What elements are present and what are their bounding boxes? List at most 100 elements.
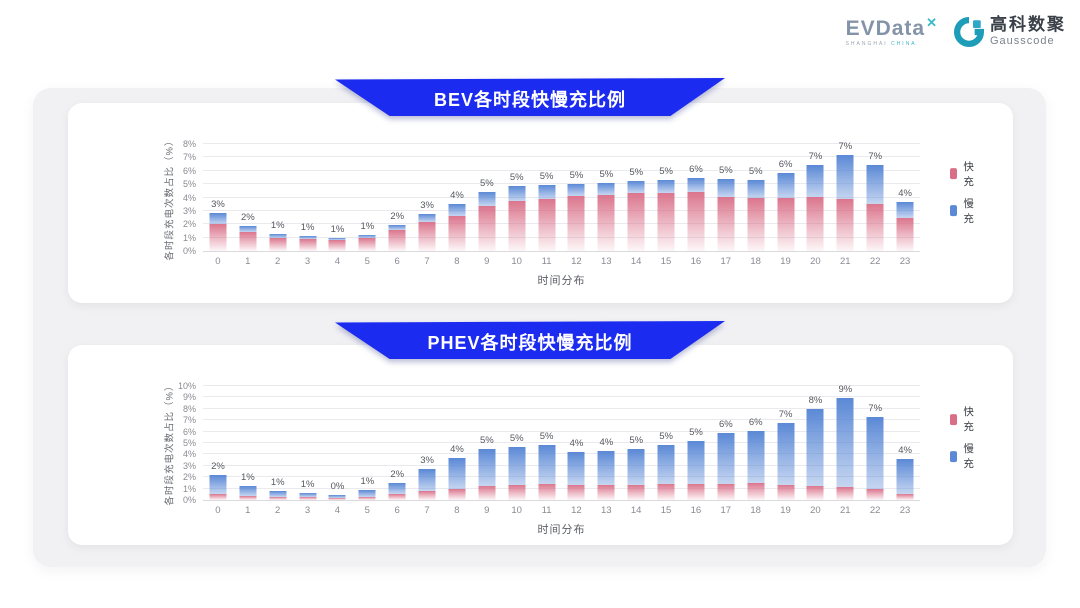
y-tick-label: 4% xyxy=(182,449,196,460)
slow-charge-segment xyxy=(388,482,406,494)
phev-title-banner: PHEV各时段快慢充比例 xyxy=(335,321,725,359)
stacked-bar xyxy=(538,185,556,251)
y-tick-label: 0% xyxy=(182,495,196,505)
bar-total-label: 5% xyxy=(539,171,554,183)
stacked-bar xyxy=(836,154,854,251)
fast-charge-segment xyxy=(418,221,436,251)
fast-charge-segment xyxy=(567,196,585,251)
slow-charge-segment xyxy=(418,468,436,492)
fast-charge-segment xyxy=(239,231,257,251)
bar-total-label: 5% xyxy=(689,427,703,439)
phev-chart-title: PHEV各时段快慢充比例 xyxy=(427,333,633,353)
x-tick-label: 18 xyxy=(750,505,761,516)
stacked-bar xyxy=(567,452,585,500)
y-tick-label: 8% xyxy=(182,139,196,149)
stacked-bar xyxy=(597,451,615,500)
slow-charge-segment xyxy=(448,458,466,490)
x-tick-label: 22 xyxy=(869,505,881,516)
bar-slot: 4% 12 xyxy=(562,386,592,516)
bar-total-label: 3% xyxy=(420,454,434,466)
bar-total-label: 1% xyxy=(300,222,315,234)
slow-charge-segment xyxy=(448,203,466,216)
x-tick-label: 6 xyxy=(394,505,400,516)
bar-slot: 5% 13 xyxy=(591,144,621,267)
y-axis-title: 各时段充电次数占比（%） xyxy=(164,380,176,506)
gridline xyxy=(203,453,920,455)
gridline xyxy=(203,430,920,432)
header-logos: EVData✕ SHANGHAI CHINA 高科数聚 Gausscode xyxy=(846,15,1066,47)
bev-chart: 0% 1% 2% 3% 4% 5% 6% 7% 8% 各时段充电次数占比（%） 3% 0 2% 1 1% 2 1… xyxy=(68,103,1013,303)
stacked-bar xyxy=(328,494,346,500)
evdata-logo-text: EVData✕ xyxy=(846,16,938,39)
fast-charge-segment xyxy=(896,494,914,500)
fast-charge-segment xyxy=(328,240,346,251)
bar-slot: 5% 14 xyxy=(621,144,651,267)
bar-total-label: 7% xyxy=(868,150,883,162)
x-tick-label: 19 xyxy=(780,505,791,516)
bar-slot: 5% 9 xyxy=(472,386,502,516)
stacked-bar xyxy=(418,214,436,251)
bar-slot: 3% 7 xyxy=(412,386,442,516)
x-tick-label: 12 xyxy=(571,256,582,267)
bar-slot: 2% 6 xyxy=(382,144,412,267)
x-tick-label: 15 xyxy=(660,256,672,267)
bar-slot: 4% 23 xyxy=(890,144,920,267)
evdata-subtext-china: CHINA xyxy=(891,41,917,47)
stacked-bar xyxy=(777,423,795,500)
stacked-bar xyxy=(836,397,854,500)
bar-total-label: 5% xyxy=(718,165,733,177)
fast-charge-segment xyxy=(627,485,645,500)
x-tick-label: 14 xyxy=(630,505,642,516)
fast-charge-segment xyxy=(299,497,317,500)
stacked-bar xyxy=(687,441,705,500)
stacked-bar xyxy=(269,490,287,500)
bar-total-label: 2% xyxy=(240,212,255,224)
stacked-bar xyxy=(508,185,526,251)
legend-swatch xyxy=(950,168,958,180)
legend-label: 快充 xyxy=(963,160,974,188)
y-tick-label: 4% xyxy=(182,192,196,203)
chart-legend: 快充 慢充 xyxy=(950,404,978,471)
slow-charge-segment xyxy=(687,441,705,484)
stacked-bar xyxy=(508,447,526,500)
slow-charge-segment xyxy=(627,448,645,486)
slow-charge-segment xyxy=(209,474,227,495)
slow-charge-segment xyxy=(747,431,765,484)
bar-total-label: 2% xyxy=(211,460,225,472)
gausscode-g-icon xyxy=(954,16,984,47)
fast-charge-segment xyxy=(836,486,854,500)
slow-charge-segment xyxy=(806,165,824,197)
bar-total-label: 5% xyxy=(569,169,584,181)
stacked-bar xyxy=(866,417,884,500)
x-tick-label: 8 xyxy=(454,505,460,516)
bar-total-label: 7% xyxy=(808,151,823,163)
fast-charge-segment xyxy=(597,485,615,500)
fast-charge-segment xyxy=(478,205,496,251)
fast-charge-segment xyxy=(806,196,824,251)
bar-slot: 3% 7 xyxy=(412,144,442,267)
fast-charge-segment xyxy=(896,217,914,251)
x-tick-label: 9 xyxy=(484,505,490,516)
bar-slot: 5% 10 xyxy=(502,144,532,267)
legend-swatch xyxy=(950,205,958,217)
gridline xyxy=(203,183,920,185)
gridline xyxy=(203,236,920,238)
bar-total-label: 4% xyxy=(569,438,584,450)
stacked-bar xyxy=(717,179,735,251)
x-tick-label: 20 xyxy=(810,505,821,516)
bar-slot: 2% 1 xyxy=(233,144,263,267)
fast-charge-segment xyxy=(777,198,795,251)
bar-slot: 6% 18 xyxy=(741,386,771,516)
stacked-bar xyxy=(209,474,227,500)
evdata-subtext-shanghai: SHANGHAI xyxy=(845,41,892,47)
evdata-subtext: SHANGHAI CHINA xyxy=(846,41,938,47)
fast-charge-segment xyxy=(388,493,406,500)
bar-total-label: 4% xyxy=(898,188,912,200)
bar-slot: 5% 10 xyxy=(502,386,532,516)
gridline xyxy=(203,223,920,225)
bar-slot: 4% 13 xyxy=(591,386,621,516)
slow-charge-segment xyxy=(717,179,735,198)
legend-item: 慢充 xyxy=(950,441,978,471)
y-axis-title: 各时段充电次数占比（%） xyxy=(164,135,176,260)
bar-slot: 1% 3 xyxy=(293,144,323,267)
